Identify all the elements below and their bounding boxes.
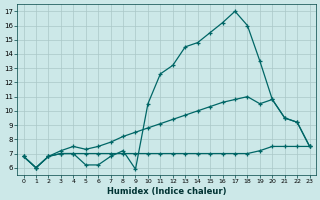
X-axis label: Humidex (Indice chaleur): Humidex (Indice chaleur) [107,187,226,196]
